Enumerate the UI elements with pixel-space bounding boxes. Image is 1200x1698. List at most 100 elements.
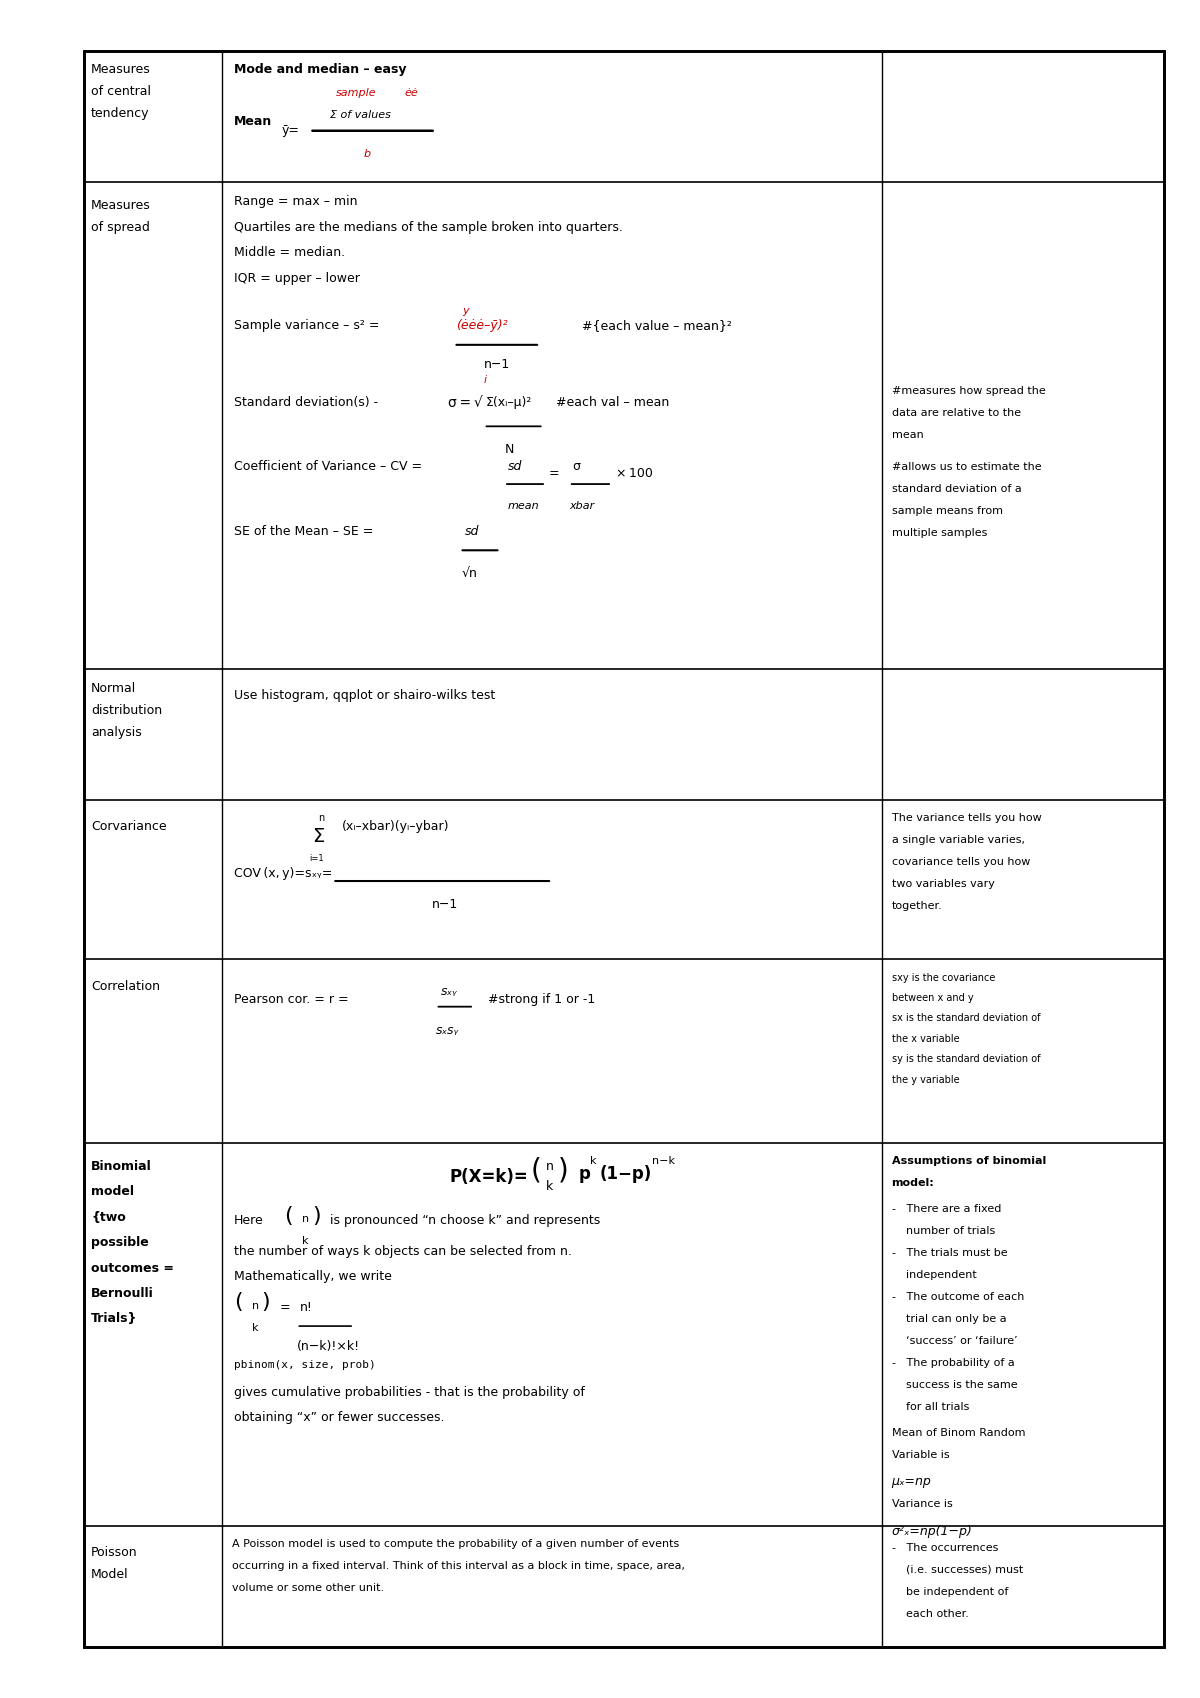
Text: covariance tells you how: covariance tells you how	[892, 857, 1030, 868]
Text: √n: √n	[462, 567, 478, 581]
Text: sₓsᵧ: sₓsᵧ	[436, 1024, 458, 1037]
Text: between x and y: between x and y	[892, 993, 973, 1004]
Text: Σ of values: Σ of values	[330, 110, 391, 121]
Text: the y variable: the y variable	[892, 1075, 959, 1085]
Text: standard deviation of a: standard deviation of a	[892, 484, 1021, 494]
Bar	[84, 51, 1164, 1647]
Text: data are relative to the: data are relative to the	[892, 408, 1021, 418]
Text: Corvariance: Corvariance	[91, 820, 167, 834]
Text: sd: sd	[464, 525, 479, 538]
Text: Model: Model	[91, 1569, 128, 1581]
Text: Trials}: Trials}	[91, 1313, 138, 1326]
Text: k: k	[302, 1236, 308, 1246]
Text: of spread: of spread	[91, 221, 150, 234]
Text: sample means from: sample means from	[892, 506, 1003, 516]
Text: b: b	[364, 149, 371, 160]
Text: ‘success’ or ‘failure’: ‘success’ or ‘failure’	[892, 1336, 1018, 1347]
Text: model:: model:	[892, 1178, 935, 1189]
Text: n: n	[302, 1214, 310, 1224]
Text: -   The trials must be: - The trials must be	[892, 1248, 1007, 1258]
Text: i: i	[484, 375, 487, 385]
Text: N: N	[505, 443, 515, 457]
Text: Normal: Normal	[91, 683, 137, 694]
Text: ): )	[558, 1156, 569, 1184]
Text: of central: of central	[91, 85, 151, 98]
Text: COV (x, y)=sₓᵧ=: COV (x, y)=sₓᵧ=	[234, 868, 332, 881]
Text: × 100: × 100	[616, 467, 653, 481]
Text: (1−p): (1−p)	[600, 1165, 653, 1184]
Text: P(X=k)=: P(X=k)=	[449, 1168, 528, 1187]
Text: {two: {two	[91, 1211, 126, 1224]
Text: Mean of Binom Random: Mean of Binom Random	[892, 1428, 1025, 1438]
Text: #allows us to estimate the: #allows us to estimate the	[892, 462, 1042, 472]
Text: Variance is: Variance is	[892, 1499, 953, 1510]
Text: occurring in a fixed interval. Think of this interval as a block in time, space,: occurring in a fixed interval. Think of …	[232, 1562, 684, 1571]
Text: possible: possible	[91, 1236, 149, 1250]
Text: tendency: tendency	[91, 107, 150, 121]
Text: A Poisson model is used to compute the probability of a given number of events: A Poisson model is used to compute the p…	[232, 1540, 679, 1549]
Text: Coefficient of Variance – CV =: Coefficient of Variance – CV =	[234, 460, 422, 474]
Text: sample: sample	[336, 88, 377, 98]
Text: be independent of: be independent of	[892, 1588, 1008, 1596]
Text: i=1: i=1	[310, 854, 324, 863]
Text: -   The occurrences: - The occurrences	[892, 1543, 998, 1552]
Text: the x variable: the x variable	[892, 1034, 959, 1044]
Text: #measures how spread the: #measures how spread the	[892, 385, 1045, 396]
Text: Measures: Measures	[91, 63, 151, 76]
Text: together.: together.	[892, 902, 942, 912]
Text: -   The outcome of each: - The outcome of each	[892, 1292, 1024, 1302]
Text: sxy is the covariance: sxy is the covariance	[892, 973, 995, 983]
Text: (ėėė–ȳ)²: (ėėė–ȳ)²	[456, 319, 508, 333]
Text: Here: Here	[234, 1214, 264, 1228]
Text: multiple samples: multiple samples	[892, 528, 986, 538]
Text: n−1: n−1	[432, 898, 458, 912]
Text: gives cumulative probabilities - that is the probability of: gives cumulative probabilities - that is…	[234, 1386, 584, 1399]
Text: n: n	[546, 1160, 554, 1173]
Text: xbar: xbar	[569, 501, 594, 511]
Text: mean: mean	[508, 501, 539, 511]
Text: k: k	[252, 1323, 258, 1333]
Text: σ: σ	[572, 460, 581, 474]
Text: k: k	[590, 1156, 596, 1167]
Text: Σ(xᵢ–μ)²: Σ(xᵢ–μ)²	[486, 396, 533, 409]
Text: (: (	[284, 1206, 293, 1226]
Text: #strong if 1 or -1: #strong if 1 or -1	[480, 993, 595, 1007]
Text: Quartiles are the medians of the sample broken into quarters.: Quartiles are the medians of the sample …	[234, 221, 623, 234]
Text: σ = √: σ = √	[448, 396, 482, 409]
Text: sd: sd	[508, 460, 522, 474]
Text: (n−k)!×k!: (n−k)!×k!	[296, 1340, 360, 1353]
Text: is pronounced “n choose k” and represents: is pronounced “n choose k” and represent…	[330, 1214, 600, 1228]
Text: sₓᵧ: sₓᵧ	[440, 985, 457, 998]
Text: model: model	[91, 1185, 134, 1199]
Text: volume or some other unit.: volume or some other unit.	[232, 1584, 384, 1593]
Text: distribution: distribution	[91, 705, 162, 717]
Text: pbinom(x, size, prob): pbinom(x, size, prob)	[234, 1360, 376, 1370]
Text: σ²ₓ=np(1−p): σ²ₓ=np(1−p)	[892, 1525, 972, 1538]
Text: a single variable varies,: a single variable varies,	[892, 835, 1025, 846]
Text: ȳ=: ȳ=	[282, 124, 300, 138]
Text: Standard deviation(s) -: Standard deviation(s) -	[234, 396, 378, 409]
Text: y: y	[462, 306, 469, 316]
Text: (i.e. successes) must: (i.e. successes) must	[892, 1566, 1022, 1574]
Text: Mathematically, we write: Mathematically, we write	[234, 1270, 392, 1284]
Text: ): )	[262, 1292, 270, 1313]
Text: n: n	[318, 813, 324, 824]
Text: =: =	[548, 467, 559, 481]
Text: ėė: ėė	[404, 88, 418, 98]
Text: sy is the standard deviation of: sy is the standard deviation of	[892, 1054, 1040, 1065]
Text: #each val – mean: #each val – mean	[548, 396, 670, 409]
Text: Assumptions of binomial: Assumptions of binomial	[892, 1156, 1046, 1167]
Text: Mean: Mean	[234, 115, 272, 129]
Text: Sample variance – s² =: Sample variance – s² =	[234, 319, 379, 333]
Text: Σ: Σ	[312, 827, 324, 846]
Text: for all trials: for all trials	[892, 1403, 968, 1413]
Text: Bernoulli: Bernoulli	[91, 1287, 154, 1301]
Text: independent: independent	[892, 1270, 977, 1280]
Text: Binomial: Binomial	[91, 1160, 152, 1173]
Text: mean: mean	[892, 430, 923, 440]
Text: the number of ways k objects can be selected from n.: the number of ways k objects can be sele…	[234, 1245, 572, 1258]
Text: sx is the standard deviation of: sx is the standard deviation of	[892, 1014, 1040, 1024]
Text: =: =	[280, 1301, 290, 1314]
Text: Poisson: Poisson	[91, 1547, 138, 1559]
Text: SE of the Mean – SE =: SE of the Mean – SE =	[234, 525, 373, 538]
